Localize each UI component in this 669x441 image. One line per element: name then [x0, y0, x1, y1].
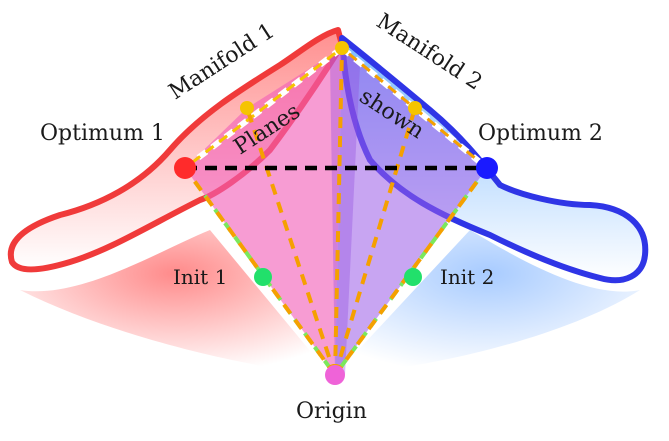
point-optimum-2	[476, 157, 498, 179]
point-init-1	[254, 268, 272, 286]
point-manifold-top	[335, 41, 349, 55]
point-init-2	[404, 268, 422, 286]
manifold-1-path-overlay	[184, 46, 343, 170]
label-optimum-1: Optimum 1	[40, 121, 165, 146]
plane-2	[335, 48, 487, 375]
point-origin	[325, 365, 345, 385]
origin-rays	[183, 47, 489, 377]
ray-mid-2	[333, 107, 417, 376]
label-origin: Origin	[296, 399, 367, 424]
ray-mid-1	[245, 107, 337, 376]
label-init-1: Init 1	[173, 265, 227, 289]
blue-shadow-region	[335, 230, 640, 375]
label-optimum-2: Optimum 2	[478, 121, 603, 146]
point-mid-1	[240, 101, 254, 115]
ray-top	[333, 47, 344, 376]
point-mid-2	[408, 101, 422, 115]
red-shadow-region	[20, 230, 330, 375]
ray-optimum-2	[333, 166, 489, 377]
point-optimum-1	[174, 157, 196, 179]
ray-optimum-1	[183, 166, 337, 377]
label-init-2: Init 2	[440, 265, 494, 289]
plane-1	[185, 48, 342, 375]
